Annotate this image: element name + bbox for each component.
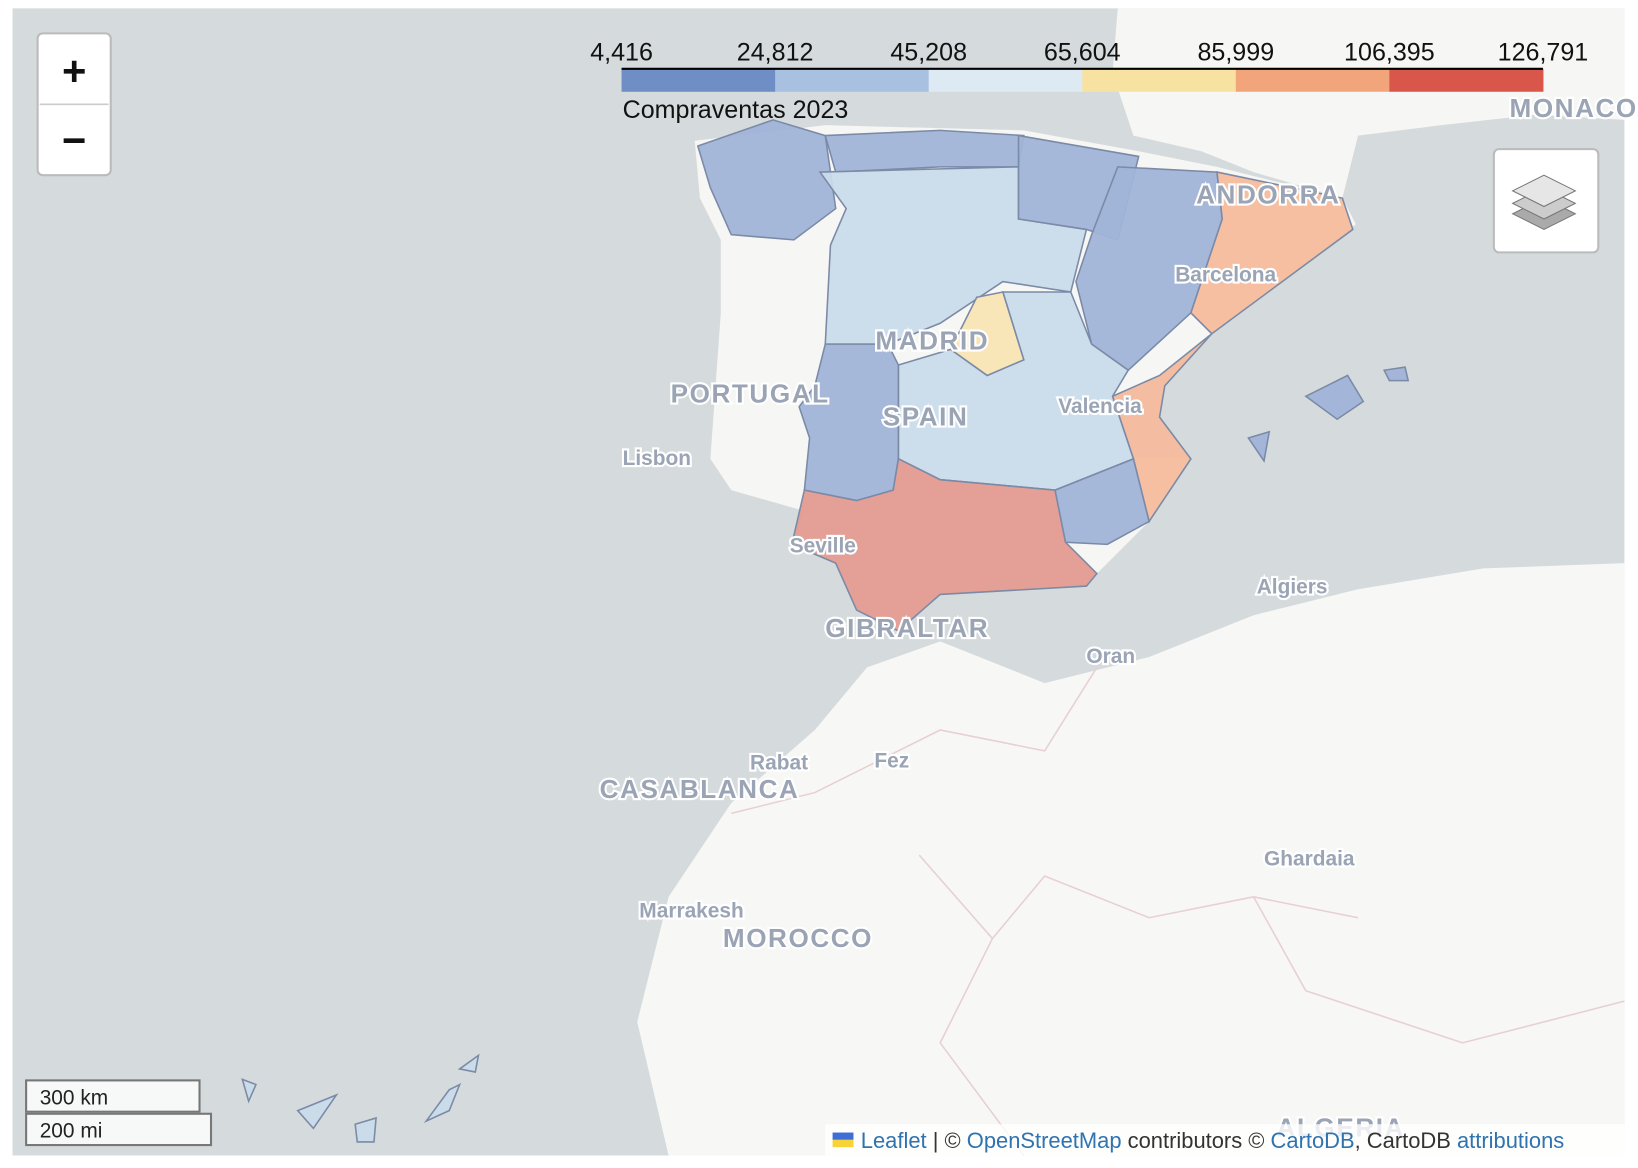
map-label: SPAIN bbox=[883, 402, 969, 432]
map-label: MADRID bbox=[875, 325, 989, 355]
link[interactable]: attributions bbox=[1457, 1128, 1564, 1153]
region bbox=[1382, 366, 1410, 382]
legend-swatch bbox=[1082, 68, 1237, 92]
region bbox=[949, 291, 1025, 377]
map-label: PORTUGAL bbox=[671, 379, 830, 409]
map-label: Marrakesh bbox=[639, 900, 743, 923]
map-label: MOROCCO bbox=[723, 923, 873, 953]
flag bbox=[832, 1139, 854, 1148]
land-europe bbox=[1112, 8, 1625, 199]
link[interactable]: OpenStreetMap bbox=[967, 1128, 1122, 1153]
map-label: Seville bbox=[790, 535, 856, 558]
scale-bar bbox=[25, 1079, 201, 1113]
land-africa bbox=[637, 563, 1625, 1156]
region bbox=[696, 119, 837, 241]
zoom-in[interactable]: + bbox=[62, 48, 86, 95]
map-label: CASABLANCA bbox=[600, 774, 800, 804]
region bbox=[1304, 374, 1365, 421]
text: | © bbox=[933, 1128, 961, 1153]
legend-tick-label: 4,416 bbox=[590, 39, 653, 67]
borders bbox=[731, 667, 1625, 1156]
map-label: Algiers bbox=[1257, 575, 1328, 598]
legend-tick-label: 126,791 bbox=[1498, 39, 1589, 67]
legend-tick-label: 106,395 bbox=[1344, 39, 1435, 67]
map-label: MONACO bbox=[1510, 93, 1638, 123]
map-label: ANDORRA bbox=[1196, 179, 1340, 209]
map-label: Barcelona bbox=[1175, 264, 1276, 287]
scale-label: 200 mi bbox=[40, 1120, 103, 1143]
legend-tick-label: 65,604 bbox=[1044, 39, 1121, 67]
region bbox=[241, 1078, 257, 1104]
scale-bar bbox=[25, 1112, 213, 1147]
region bbox=[423, 1082, 462, 1124]
legend-swatch bbox=[928, 68, 1083, 92]
legend: Compraventas 2023 4,416 24,812 45,208 65,60… bbox=[590, 39, 1588, 124]
region bbox=[296, 1093, 339, 1130]
map-label: Fez bbox=[874, 750, 909, 773]
legend-swatch bbox=[621, 68, 776, 92]
legend-swatch bbox=[1235, 68, 1390, 92]
flag bbox=[832, 1132, 854, 1140]
legend-tick-label: 24,812 bbox=[737, 39, 814, 67]
map-label: Valencia bbox=[1058, 395, 1142, 418]
legend-tick-label: 85,999 bbox=[1197, 39, 1274, 67]
region bbox=[354, 1116, 377, 1143]
map-label: Ghardaia bbox=[1264, 848, 1355, 871]
link[interactable]: CartoDB bbox=[1271, 1128, 1355, 1153]
link[interactable]: Leaflet bbox=[861, 1128, 927, 1153]
region bbox=[457, 1053, 480, 1073]
legend-title: Compraventas 2023 bbox=[623, 96, 849, 124]
layer-icon bbox=[1511, 174, 1577, 208]
text: contributors © bbox=[1128, 1128, 1265, 1153]
legend-swatch bbox=[1389, 68, 1544, 92]
layers-button[interactable] bbox=[1492, 148, 1600, 254]
zoom-out[interactable]: − bbox=[62, 116, 86, 163]
legend-tick-label: 45,208 bbox=[890, 39, 967, 67]
map-label: Rabat bbox=[750, 752, 808, 775]
region bbox=[790, 457, 1098, 632]
scale-label: 300 km bbox=[40, 1086, 108, 1109]
text: , CartoDB bbox=[1355, 1128, 1451, 1153]
region bbox=[824, 129, 1025, 173]
region bbox=[1054, 457, 1151, 546]
attribution-box bbox=[825, 1124, 1625, 1156]
map-label: Oran bbox=[1086, 645, 1135, 668]
attribution: Leaflet | © OpenStreetMap contributors ©… bbox=[861, 1128, 1564, 1153]
legend-swatch bbox=[775, 68, 930, 92]
region bbox=[1247, 430, 1271, 463]
map-label: GIBRALTAR bbox=[825, 613, 989, 643]
map-label: Lisbon bbox=[623, 447, 691, 470]
